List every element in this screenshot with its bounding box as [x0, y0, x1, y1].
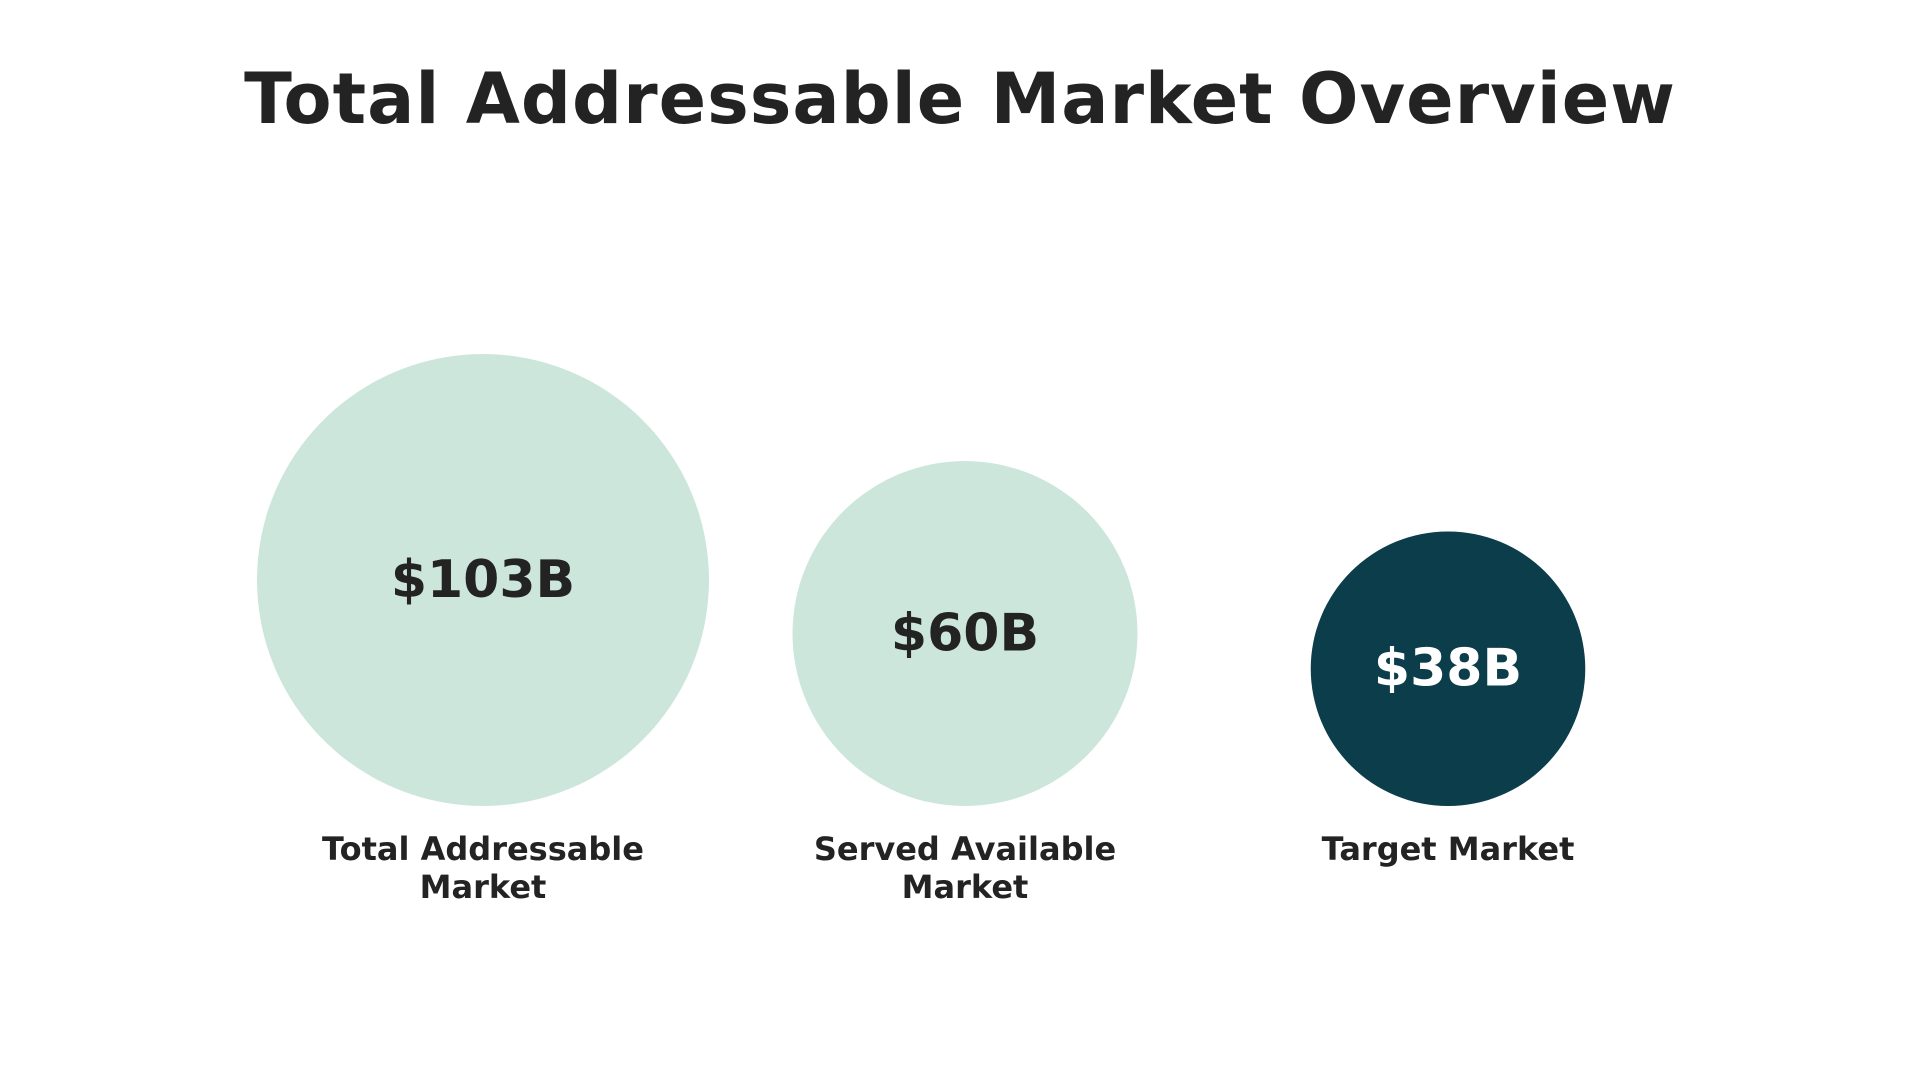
bubble-1	[257, 354, 709, 806]
bubble-2	[792, 461, 1138, 806]
category-label-line: Total Addressable	[322, 830, 644, 868]
category-label-line: Served Available	[814, 830, 1116, 868]
chart-title: Total Addressable Market Overview	[244, 58, 1676, 140]
bubble-value-label-2: $60B	[891, 604, 1039, 664]
bubble-value-label-3: $38B	[1374, 639, 1522, 699]
category-label-1: Total Addressable Market	[322, 830, 644, 906]
category-label-3: Target Market	[1322, 830, 1575, 868]
category-label-line: Market	[902, 868, 1029, 906]
bubble-3	[1310, 531, 1586, 806]
category-label-line: Target Market	[1322, 830, 1575, 868]
category-label-2: Served Available Market	[814, 830, 1116, 906]
bubble-value-label-1: $103B	[391, 550, 575, 610]
category-label-line: Market	[420, 868, 547, 906]
